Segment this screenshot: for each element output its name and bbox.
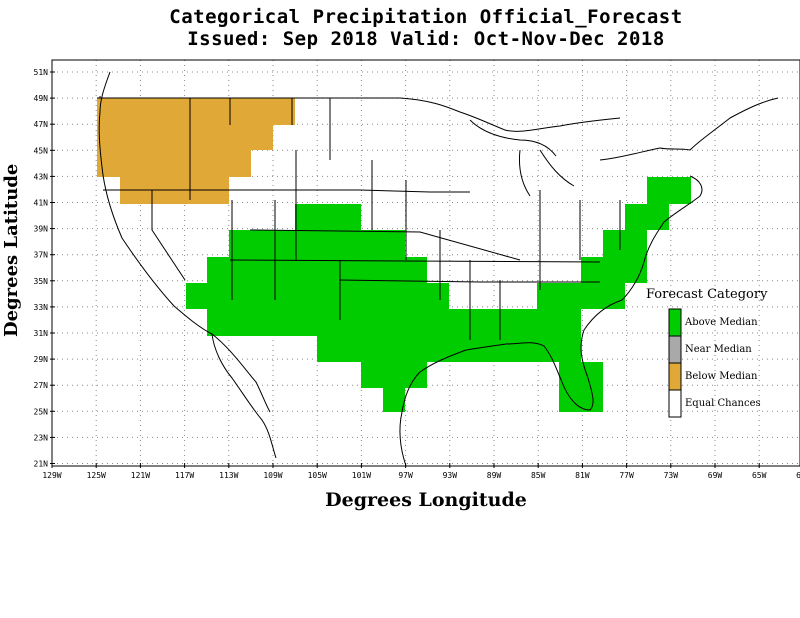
lon-tick-label: 73W — [664, 471, 679, 480]
lon-tick-label: 113W — [219, 471, 238, 480]
lat-tick-label: 35N — [34, 277, 49, 286]
lon-tick-label: 69W — [708, 471, 723, 480]
lon-tick-label: 125W — [87, 471, 106, 480]
legend-label: Below Median — [685, 371, 758, 382]
lat-tick-label: 31N — [34, 329, 49, 338]
lon-tick-label: 89W — [487, 471, 502, 480]
legend-label: Equal Chances — [685, 398, 761, 409]
title-line-2: Issued: Sep 2018 Valid: Oct-Nov-Dec 2018 — [187, 28, 665, 50]
lon-tick-label: 61W — [796, 471, 800, 480]
lat-tick-label: 39N — [34, 225, 49, 234]
legend-label: Above Median — [684, 317, 758, 328]
lat-tick-label: 25N — [34, 407, 49, 416]
lat-tick-label: 29N — [34, 355, 49, 364]
lat-tick-label: 33N — [34, 303, 49, 312]
legend-title: Forecast Category — [646, 287, 768, 302]
lon-tick-label: 81W — [575, 471, 590, 480]
x-axis-label: Degrees Longitude — [325, 489, 527, 511]
lat-tick-label: 23N — [34, 433, 49, 442]
legend-swatch — [668, 308, 682, 337]
coastlines-borders — [97, 71, 779, 467]
axis-ticks: 51N 49N 47N 45N 43N 41N 39N 37N 35N 33N 31N 29N 27N 2… — [34, 68, 800, 480]
legend-swatch — [668, 389, 682, 418]
lat-tick-label: 27N — [34, 381, 49, 390]
legend-swatch — [668, 335, 682, 364]
lat-tick-label: 45N — [34, 146, 49, 155]
title-line-1: Categorical Precipitation Official_Forec… — [169, 6, 683, 28]
lon-tick-label: 93W — [443, 471, 458, 480]
lon-tick-label: 121W — [131, 471, 150, 480]
lon-tick-label: 129W — [42, 471, 61, 480]
lon-tick-label: 117W — [175, 471, 194, 480]
lat-tick-label: 21N — [34, 460, 49, 469]
lat-tick-label: 43N — [34, 172, 49, 181]
lon-tick-label: 109W — [263, 471, 282, 480]
lon-tick-label: 85W — [531, 471, 546, 480]
above-median-region — [186, 177, 691, 412]
lat-tick-label: 41N — [34, 199, 49, 208]
lon-tick-label: 105W — [308, 471, 327, 480]
y-axis-label: Degrees Latitude — [1, 163, 22, 337]
lon-tick-label: 65W — [752, 471, 767, 480]
legend: Forecast Category Above Median Near Media… — [646, 287, 768, 418]
lon-tick-label: 97W — [398, 471, 413, 480]
legend-label: Near Median — [685, 344, 752, 355]
legend-swatch — [668, 362, 682, 391]
lon-tick-label: 77W — [619, 471, 634, 480]
below-median-region — [97, 98, 295, 204]
lat-tick-label: 49N — [34, 94, 49, 103]
lat-tick-label: 37N — [34, 251, 49, 260]
lon-tick-label: 101W — [352, 471, 371, 480]
lat-tick-label: 47N — [34, 120, 49, 129]
lat-tick-label: 51N — [34, 68, 49, 77]
